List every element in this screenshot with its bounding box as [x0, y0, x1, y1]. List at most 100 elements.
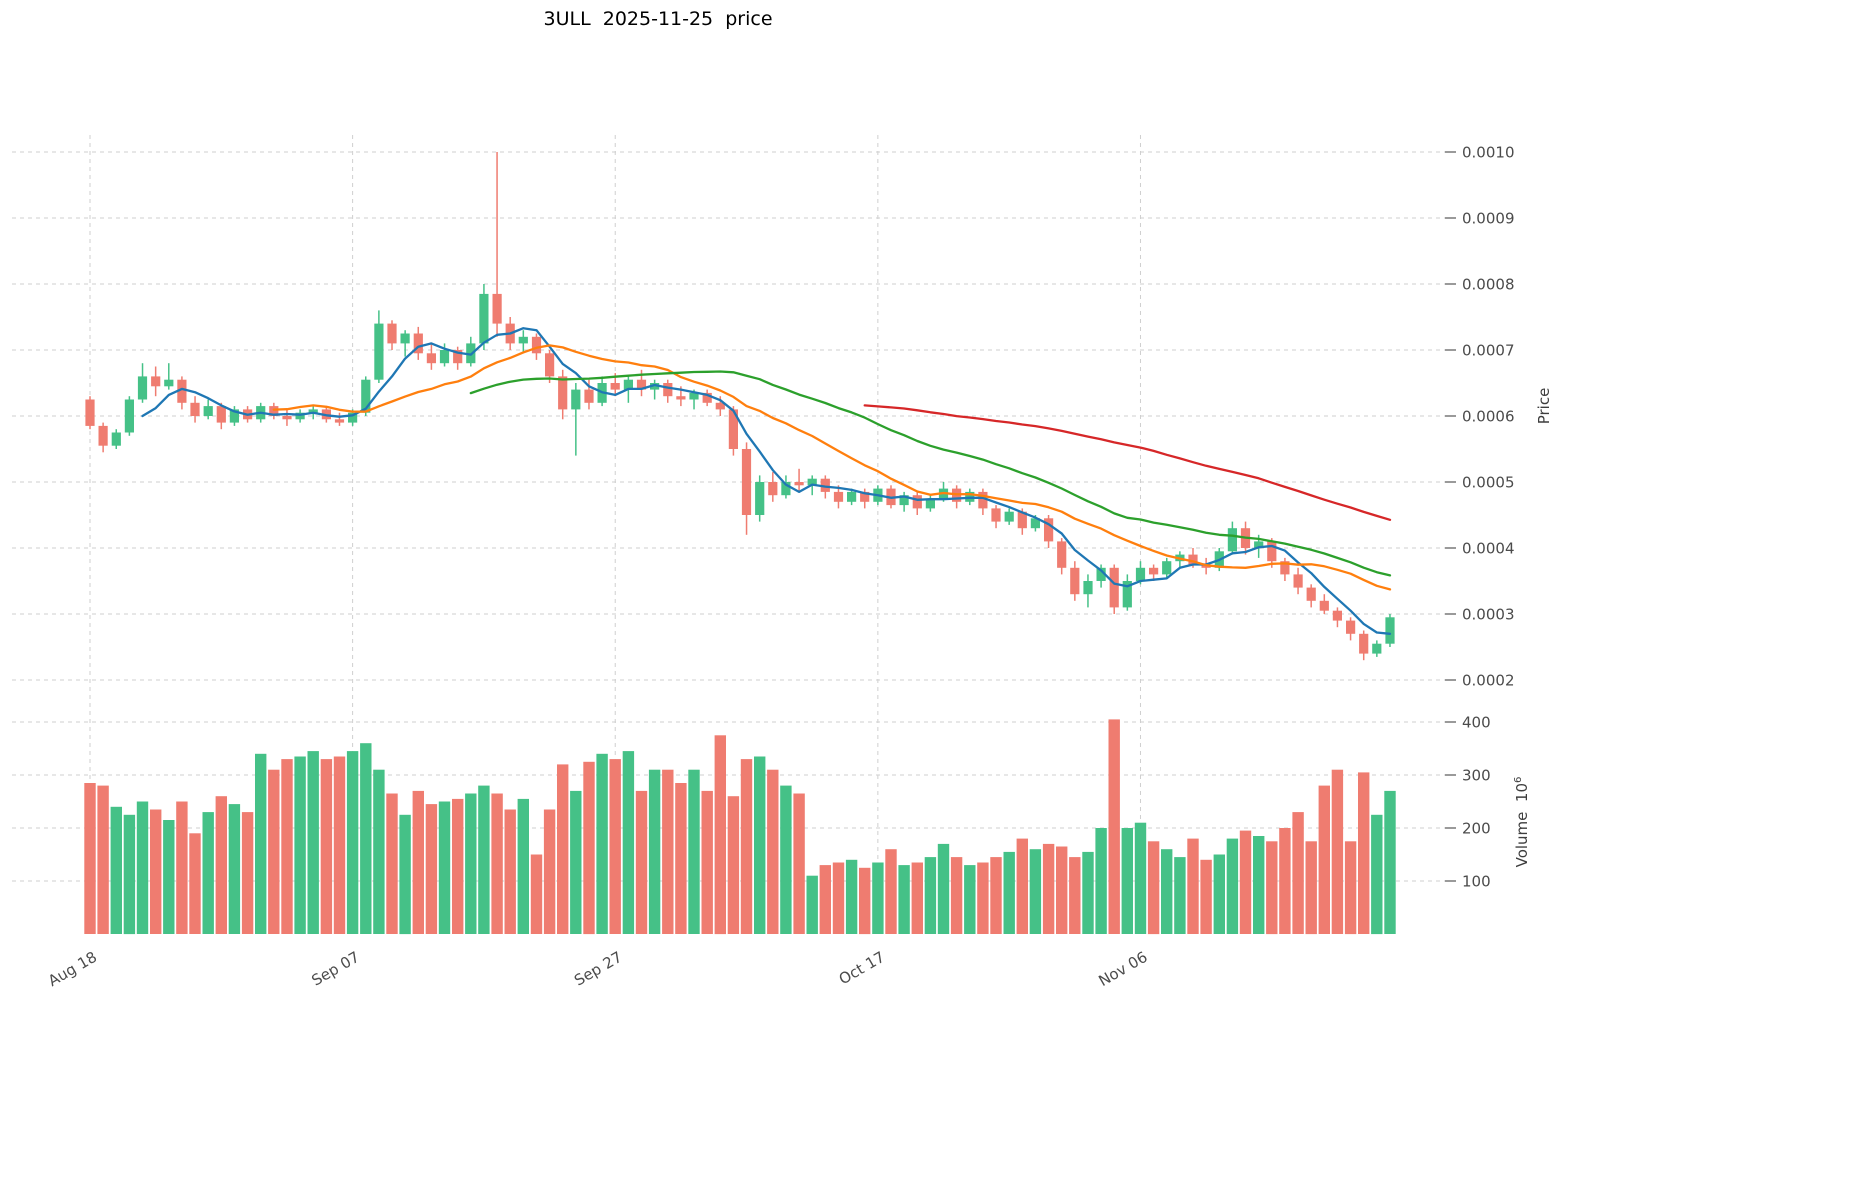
- y-axis-volume-ticks: 100 200 300 400: [1445, 714, 1491, 891]
- candle-body: [1332, 610, 1342, 621]
- volume-bar: [557, 764, 569, 934]
- candle-body: [282, 416, 292, 420]
- volume-bar: [1147, 841, 1160, 935]
- volume-bar: [1292, 812, 1304, 934]
- volume-bar: [701, 790, 713, 934]
- candle-body: [1385, 617, 1395, 644]
- candle-body: [1135, 567, 1146, 581]
- candle-body: [229, 409, 239, 423]
- x-tick-label: Nov 06: [1095, 948, 1150, 990]
- price-tick-label: 0.0010: [1462, 144, 1515, 162]
- candle-body: [1306, 587, 1316, 601]
- candle-body: [1044, 518, 1054, 542]
- candle-body: [689, 392, 699, 400]
- volume-bar: [675, 783, 687, 934]
- volume-bar: [872, 862, 884, 934]
- price-tick-label: 0.0007: [1462, 342, 1515, 360]
- volume-bar: [1095, 828, 1107, 934]
- volume-bar: [767, 769, 779, 934]
- volume-bar: [662, 769, 674, 934]
- candle-body: [1372, 643, 1382, 654]
- volume-axis-unit-base: 10: [1513, 782, 1531, 803]
- volume-bar: [793, 793, 805, 934]
- volume-bar: [1266, 841, 1278, 935]
- chart-title: 3ULL 2025-11-25 price: [543, 8, 773, 30]
- volume-bar: [622, 751, 635, 934]
- volume-bar: [228, 804, 241, 934]
- volume-bar: [1226, 838, 1239, 934]
- volume-bar: [399, 814, 411, 935]
- candle-body: [925, 498, 935, 509]
- candle-body: [492, 293, 502, 324]
- volume-bar: [1213, 854, 1225, 934]
- volume-bar: [1200, 859, 1212, 934]
- volume-bar: [452, 798, 464, 934]
- volume-bar: [1384, 790, 1396, 934]
- candle-body: [1162, 561, 1172, 575]
- x-tick-label: Oct 17: [836, 948, 888, 988]
- candle-body: [715, 402, 725, 410]
- volume-bar: [806, 875, 818, 934]
- candle-body: [807, 478, 817, 486]
- volume-bar: [110, 806, 122, 934]
- candle-body: [584, 389, 594, 403]
- volume-bar: [740, 759, 753, 934]
- volume-bar: [123, 814, 136, 935]
- volume-bar: [911, 862, 923, 934]
- candle-body: [1267, 541, 1277, 562]
- volume-bar: [255, 753, 267, 934]
- volume-bar: [924, 857, 937, 934]
- volume-bar: [990, 857, 1002, 934]
- volume-tick-label: 300: [1462, 767, 1491, 785]
- volume-bar: [1358, 772, 1370, 934]
- candle-body: [1359, 633, 1369, 654]
- volume-bar: [1029, 849, 1042, 934]
- volume-bar: [635, 790, 648, 934]
- volume-bar: [136, 801, 149, 934]
- candle-body: [571, 389, 581, 410]
- volume-bar: [465, 793, 477, 934]
- volume-bar: [438, 801, 451, 934]
- volume-bar: [609, 759, 621, 934]
- x-tick-label: Sep 27: [571, 948, 625, 990]
- price-tick-label: 0.0005: [1462, 474, 1515, 492]
- volume-bar: [964, 865, 976, 934]
- candle-body: [479, 293, 489, 344]
- volume-bar: [215, 796, 227, 934]
- volume-bar: [281, 759, 293, 934]
- candle-body: [190, 402, 200, 416]
- volume-tick-label: 400: [1462, 714, 1491, 732]
- volume-bar: [425, 804, 438, 934]
- price-tick-label: 0.0004: [1462, 540, 1515, 558]
- candle-body: [203, 406, 213, 416]
- candle-body: [1227, 528, 1237, 552]
- volume-bar: [1069, 857, 1081, 934]
- volume-bar: [163, 820, 175, 934]
- volume-bar: [714, 735, 726, 935]
- candle-body: [676, 396, 686, 400]
- candle-body: [768, 482, 778, 496]
- candle-body: [85, 399, 95, 426]
- candle-body: [1057, 541, 1067, 568]
- volume-bar: [727, 796, 740, 934]
- candle-body: [991, 508, 1001, 522]
- candle-body: [413, 333, 423, 354]
- candle-body: [374, 323, 384, 380]
- moving-average-lines: [141, 327, 1392, 635]
- volume-bar: [333, 756, 346, 934]
- volume-bar: [648, 769, 661, 934]
- volume-bar: [859, 867, 871, 935]
- candle-body: [177, 379, 187, 403]
- volume-bar: [1134, 822, 1147, 934]
- ma-line-MA60: [863, 404, 1392, 521]
- candle-body: [426, 353, 436, 364]
- volume-bars: [84, 719, 1396, 935]
- candle-body: [124, 399, 134, 433]
- volume-bar: [780, 785, 792, 934]
- candle-body: [1293, 574, 1303, 588]
- candle-body: [1030, 518, 1040, 529]
- candle-body: [623, 379, 633, 390]
- y-axis-price-ticks: 0.0002 0.0003 0.0004 0.0005 0.0006 0.0007 0.00…: [1445, 144, 1515, 690]
- candle-body: [1188, 554, 1198, 565]
